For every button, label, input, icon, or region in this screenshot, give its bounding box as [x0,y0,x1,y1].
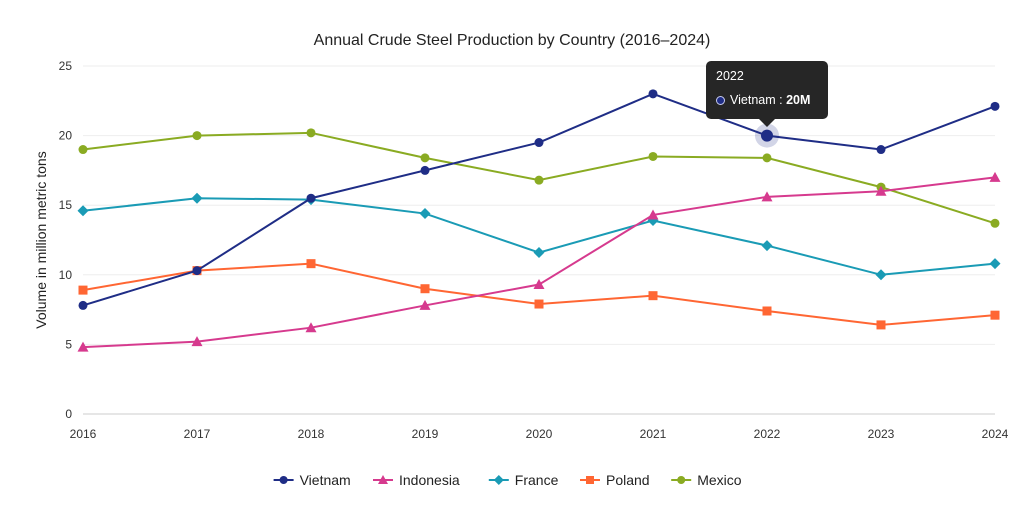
data-point [876,145,886,155]
data-point [306,193,316,203]
legend-marker-icon [493,475,504,485]
data-point [534,175,544,185]
data-point [419,299,431,310]
series-indonesia [77,171,1001,352]
data-point [534,299,544,309]
tooltip-separator: : [775,93,787,107]
y-axis-label: Volume in million metric tons [33,151,49,328]
data-point [306,259,316,269]
series-france [77,192,1001,281]
y-tick-label: 10 [59,268,73,282]
legend-item-mexico[interactable]: Mexico [671,472,742,488]
data-point [989,171,1001,182]
data-point [990,218,1000,228]
legend-marker-icon [677,476,686,484]
data-point [533,279,545,290]
data-point [533,247,545,259]
series-poland [78,259,1000,330]
data-point [647,209,659,220]
data-point [420,165,430,175]
tooltip-series: Vietnam [730,93,776,107]
data-point [989,258,1001,270]
data-point [990,101,1000,111]
y-tick-label: 5 [65,337,72,351]
y-tick-label: 25 [59,59,73,73]
x-tick-label: 2019 [412,427,439,441]
legend-item-vietnam[interactable]: Vietnam [273,472,351,488]
tooltip-value: 20M [786,93,811,107]
tooltip-row: Vietnam : 20M [716,93,810,107]
data-point [192,131,202,141]
legend-item-indonesia[interactable]: Indonesia [373,472,460,488]
data-point [77,205,89,217]
y-tick-label: 15 [59,198,73,212]
data-point [191,336,203,347]
data-point [648,151,658,161]
x-tick-label: 2018 [298,427,325,441]
tooltip-year: 2022 [716,69,744,83]
data-point [534,138,544,148]
y-tick-label: 0 [65,407,72,421]
legend-label: France [515,472,559,488]
series-vietnam [78,89,1000,310]
series-line [82,197,996,276]
legend-label: Poland [606,472,650,488]
x-tick-label: 2017 [184,427,211,441]
legend-label: Vietnam [300,472,351,488]
data-point [78,285,88,295]
series-line [82,262,996,326]
x-tick-label: 2021 [640,427,667,441]
data-point [875,269,887,281]
data-point [420,284,430,294]
data-point [648,291,658,301]
series-mexico [78,128,1000,228]
data-point [875,185,887,196]
data-point [762,153,772,163]
tooltip: 2022 Vietnam : 20M [706,61,828,127]
series-line [82,92,996,307]
data-point [306,128,316,138]
legend-item-france[interactable]: France [488,472,559,488]
data-point [419,208,431,220]
legend-label: Mexico [697,472,742,488]
data-point [876,320,886,330]
data-point [78,145,88,155]
legend-marker-icon [586,476,594,484]
legend-label: Indonesia [399,472,460,488]
data-point [761,129,773,142]
data-point [77,341,89,352]
data-point [420,153,430,163]
x-tick-label: 2022 [754,427,781,441]
data-point [648,89,658,99]
data-point [78,300,88,310]
x-tick-label: 2024 [982,427,1009,441]
data-point [305,322,317,333]
chart-title: Annual Crude Steel Production by Country… [314,32,711,49]
data-point [990,310,1000,320]
tooltip-marker-icon [716,95,725,105]
data-point [762,306,772,316]
data-point [191,192,203,204]
x-tick-label: 2020 [526,427,553,441]
legend-marker-icon [378,475,388,484]
data-point [192,266,202,276]
data-point [761,240,773,252]
legend-marker-icon [279,476,288,484]
legend-item-poland[interactable]: Poland [580,472,650,488]
y-tick-label: 20 [59,129,73,143]
x-tick-label: 2023 [868,427,895,441]
data-point [761,191,773,202]
x-tick-label: 2016 [70,427,97,441]
